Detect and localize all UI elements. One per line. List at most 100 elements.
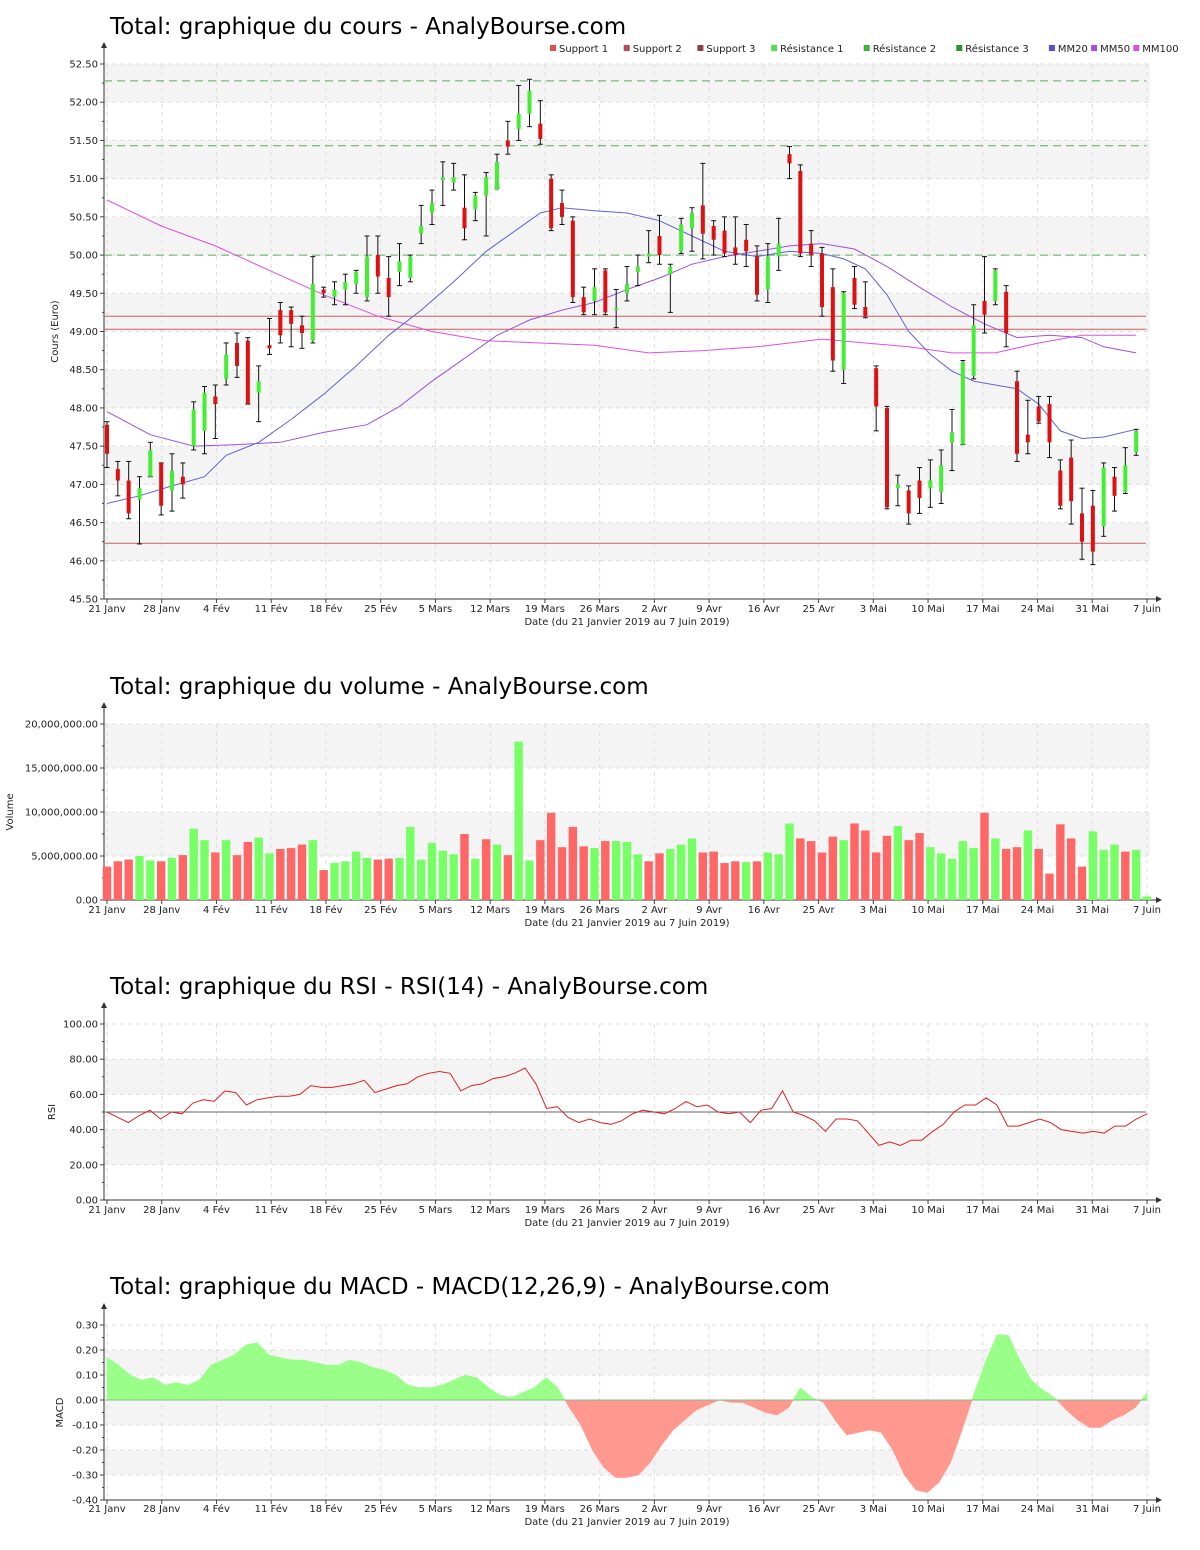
volume-bar — [969, 848, 978, 900]
candle-body — [224, 354, 229, 379]
candle-body — [635, 266, 640, 272]
x-tick-label: 2 Avr — [641, 1504, 668, 1515]
x-tick-label: 11 Fév — [255, 603, 288, 615]
y-tick-label: 50.50 — [69, 212, 98, 223]
legend-swatch — [1091, 45, 1098, 51]
candle-body — [765, 256, 770, 290]
x-tick-label: 25 Avr — [802, 1205, 835, 1216]
y-tick-label: 0.10 — [76, 1371, 98, 1382]
grid-band — [104, 1059, 1150, 1095]
y-tick-label: 60.00 — [69, 1090, 98, 1101]
x-tick-label: 18 Fév — [309, 1503, 342, 1515]
volume-bar — [980, 812, 989, 900]
volume-bar — [763, 852, 773, 900]
legend-entry: Support 2 — [633, 44, 682, 55]
legend-entry: MM100 — [1142, 44, 1178, 55]
y-tick-label: 50.00 — [69, 251, 98, 262]
x-tick-label: 2 Avr — [641, 604, 668, 615]
macd-positive-area — [210, 1359, 223, 1401]
y-tick-label: 10,000,000.00 — [25, 808, 98, 819]
macd-positive-area — [152, 1377, 166, 1401]
volume-bar — [666, 848, 675, 900]
x-tick-label: 9 Avr — [696, 604, 723, 615]
volume-bar — [1012, 847, 1022, 900]
rsi-chart: 0.00 20.00 40.00 60.00 80.00 100.00 21 Janv 28 … — [47, 974, 1162, 1229]
x-tick-label: 17 Mai — [966, 604, 999, 615]
y-tick-label: 51.00 — [69, 174, 98, 185]
volume-bar — [416, 859, 426, 900]
x-tick-label: 31 Mai — [1076, 1504, 1109, 1515]
volume-bar — [904, 840, 913, 900]
y-axis-label: Volume — [5, 793, 16, 830]
x-axis-arrow — [1156, 897, 1162, 903]
legend-swatch — [550, 45, 556, 51]
macd-negative-area — [1088, 1399, 1102, 1428]
legend-swatch — [623, 45, 630, 51]
x-tick-label: 9 Avr — [696, 1504, 723, 1515]
y-tick-label: -0.40 — [72, 1496, 98, 1507]
candle-body — [646, 253, 651, 257]
candle-body — [148, 449, 153, 477]
candle-body — [440, 177, 445, 181]
volume-bar — [232, 855, 242, 900]
volume-bar — [221, 840, 231, 900]
x-tick-label: 24 Mai — [1021, 905, 1054, 916]
y-axis-arrow — [101, 1002, 107, 1008]
macd-negative-area — [834, 1399, 847, 1436]
x-tick-label: 31 Mai — [1076, 604, 1109, 615]
candle-body — [516, 113, 521, 129]
candle-body — [126, 480, 131, 514]
candle-body — [549, 178, 554, 229]
legend-swatch — [1133, 45, 1140, 51]
volume-bar — [492, 844, 502, 900]
volume-bar — [731, 861, 740, 900]
candle-body — [159, 462, 164, 506]
candle-body — [906, 490, 911, 514]
mm50-line — [106, 243, 1137, 447]
macd-positive-area — [141, 1377, 154, 1401]
x-tick-label: 21 Janv — [88, 1205, 125, 1216]
macd-positive-area — [372, 1367, 385, 1401]
volume-bar — [135, 856, 144, 900]
x-tick-label: 12 Mars — [470, 604, 510, 615]
volume-bar — [113, 861, 123, 900]
volume-bar — [536, 840, 545, 900]
candle-body — [1058, 470, 1063, 506]
macd-positive-area — [349, 1359, 362, 1401]
macd-positive-area — [268, 1354, 281, 1401]
candle-body — [180, 476, 185, 485]
candle-body — [484, 177, 489, 196]
x-tick-label: 2 Avr — [641, 1205, 668, 1216]
x-tick-label: 26 Mars — [580, 1205, 620, 1216]
macd-positive-area — [800, 1386, 813, 1401]
volume-bar — [1034, 848, 1043, 900]
macd-negative-area — [615, 1399, 628, 1478]
x-tick-label: 26 Mars — [580, 1504, 620, 1515]
y-tick-label: 46.50 — [69, 518, 98, 529]
volume-bar — [1110, 844, 1119, 900]
macd-positive-area — [511, 1392, 524, 1401]
candle-body — [928, 480, 933, 489]
volume-bar — [427, 842, 437, 900]
candle-body — [939, 465, 944, 492]
x-tick-label: 11 Fév — [255, 1204, 288, 1216]
macd-positive-area — [407, 1384, 420, 1401]
volume-bar — [633, 854, 643, 900]
candle-body — [852, 278, 857, 305]
y-axis-label: Cours (Euro) — [50, 300, 61, 363]
x-tick-label: 4 Fév — [203, 1503, 230, 1515]
macd-positive-area — [303, 1359, 316, 1401]
volume-bar — [871, 852, 881, 900]
candle-body — [1025, 434, 1030, 443]
macd-positive-area — [245, 1342, 258, 1401]
candle-body — [733, 247, 738, 256]
x-tick-label: 25 Fév — [364, 904, 397, 916]
candle-body — [874, 368, 879, 407]
macd-positive-area — [545, 1376, 558, 1401]
grid-band — [104, 446, 1150, 485]
x-tick-label: 31 Mai — [1076, 1205, 1109, 1216]
x-tick-label: 3 Mai — [860, 604, 887, 615]
x-tick-label: 28 Janv — [143, 1504, 180, 1515]
volume-bar — [1023, 830, 1033, 900]
